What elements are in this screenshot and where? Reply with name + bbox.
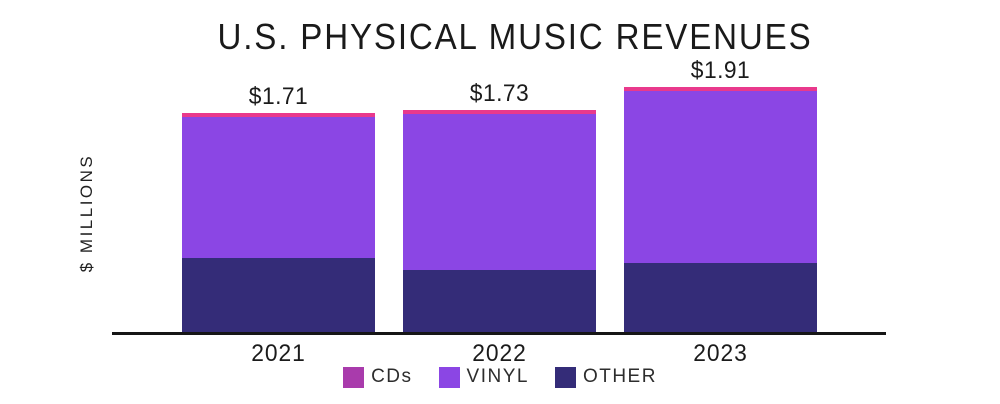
bar-segment-other-2021 (182, 258, 375, 332)
category-label-2023: 2023 (693, 340, 748, 367)
legend-swatch-other-icon (554, 366, 576, 388)
category-label-2022: 2022 (472, 340, 527, 367)
category-label-2021: 2021 (251, 340, 306, 367)
legend-label-cds: CDs (371, 366, 413, 387)
bar-segment-other-2023 (624, 263, 817, 332)
bar-segment-cds-2022 (403, 110, 596, 114)
bar-segment-other-2022 (403, 270, 596, 332)
legend-item-vinyl: VINYL (438, 366, 529, 388)
value-label-2022: $1.73 (469, 80, 530, 107)
y-axis-label: $ MILLIONS (77, 153, 96, 273)
bar-segment-vinyl-2023 (624, 91, 817, 263)
bar-2023 (624, 87, 817, 332)
value-label-2021: $1.71 (248, 83, 309, 110)
bar-segment-vinyl-2021 (182, 117, 375, 258)
bar-segment-vinyl-2022 (403, 114, 596, 270)
legend-label-other: OTHER (582, 366, 657, 387)
legend: CDs VINYL OTHER (0, 366, 1000, 388)
bar-2022 (403, 110, 596, 332)
bar-2021 (182, 113, 375, 332)
bar-segment-cds-2021 (182, 113, 375, 117)
legend-label-vinyl: VINYL (466, 366, 529, 387)
value-label-2023: $1.91 (690, 57, 751, 84)
legend-item-cds: CDs (343, 366, 412, 388)
legend-swatch-vinyl-icon (438, 366, 460, 388)
bar-segment-cds-2023 (624, 87, 817, 91)
chart-title: U.S. PHYSICAL MUSIC REVENUES (217, 16, 813, 57)
legend-swatch-cds-icon (343, 366, 365, 388)
x-axis-line (112, 332, 886, 335)
legend-item-other: OTHER (554, 366, 657, 388)
